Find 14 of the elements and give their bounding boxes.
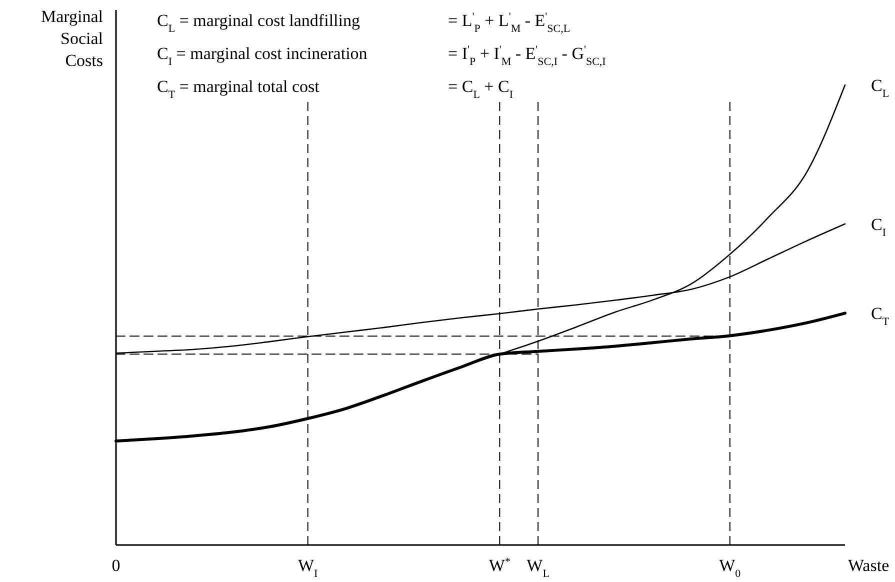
annotation: = C$_{L}$ + C$_{I}$ [448, 77, 514, 101]
text: C$_{I}$ = marginal cost incineration [157, 44, 368, 68]
x-tick-label: 0 [112, 556, 120, 575]
text: C$_{L}$ = marginal cost landfilling [157, 11, 360, 35]
x-tick-label: W$_{I}$ [298, 556, 318, 580]
x-tick-label: W$^{*}$ [488, 556, 510, 575]
x-axis-title: Waste [848, 556, 890, 575]
series-label: C$_{T}$ [871, 304, 890, 328]
annotation: C$_{T}$ = marginal total cost [157, 77, 320, 101]
series-label: C$_{L}$ [871, 76, 890, 100]
x-tick-label: W$_{0}$ [719, 556, 742, 580]
y-axis-title: Marginal Social Costs [40, 7, 104, 70]
x-tick-label: W$_{L}$ [526, 556, 550, 580]
series-label: C$_{I}$ [871, 214, 886, 239]
